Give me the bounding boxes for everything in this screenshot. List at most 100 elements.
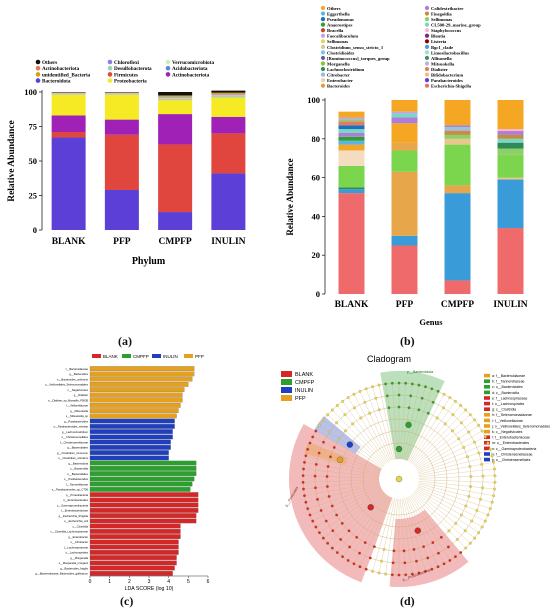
lda-bar-label: o__Bacteroidales	[67, 472, 88, 476]
legend-marker	[108, 60, 113, 65]
tree-node	[467, 431, 470, 434]
taxa-legend-swatch	[484, 458, 490, 462]
y-axis-label: Relative Abundance	[7, 120, 17, 202]
bar-segment	[158, 92, 192, 95]
tree-node	[318, 424, 321, 427]
bar-segment	[445, 125, 471, 127]
taxa-legend-label: a: f__Bacteroidaceae	[492, 374, 525, 378]
tree-node	[302, 488, 305, 491]
taxa-legend-swatch	[484, 385, 490, 389]
bar-segment	[445, 100, 471, 125]
taxa-legend-swatch	[484, 396, 490, 400]
x-tick-label: CMPFP	[159, 237, 192, 247]
bar-segment	[52, 138, 86, 230]
taxa-legend-label: c: o__Bacteroidales	[492, 385, 523, 389]
lda-bar-label: f__Lachnospiraceae	[64, 545, 89, 549]
x-tick-label: BLANK	[335, 300, 369, 310]
tree-node	[440, 536, 443, 539]
x-tick-label: INULIN	[211, 237, 245, 247]
bar-segment	[158, 212, 192, 230]
legend-marker	[425, 39, 429, 43]
legend-marker	[36, 60, 41, 65]
tree-node	[344, 430, 347, 433]
y-axis-label: Relative Abundance	[285, 158, 295, 235]
legend-label: CL500-29_marine_group	[431, 23, 481, 28]
tree-node	[464, 505, 467, 508]
legend-label: Verrucomicrobiota	[172, 60, 214, 66]
lda-bar	[90, 503, 198, 507]
tree-node	[373, 545, 376, 548]
legend-marker	[36, 78, 41, 83]
lda-bar	[90, 419, 175, 423]
tree-node	[398, 574, 401, 577]
lda-bar-label: g__Bacteroidaceae_Bacteroides_gallinarum	[35, 572, 89, 576]
x-tick-label: INULIN	[493, 300, 527, 310]
tree-node	[437, 565, 440, 568]
legend-label: Bacteroidota	[42, 79, 71, 85]
lda-bar-label: g__Escherichia_Shigella	[59, 514, 89, 518]
tree-node	[403, 550, 406, 553]
tree-node	[452, 413, 455, 416]
legend-label: Eggerthella	[327, 11, 350, 16]
lda-bar-label: s__Dialister_sp_Marseille_P5638	[48, 398, 88, 402]
lda-bar	[90, 456, 169, 460]
legend-marker	[425, 28, 429, 32]
tree-node	[353, 562, 356, 565]
bar-segment	[339, 119, 365, 121]
tree-node	[481, 486, 484, 489]
legend-label: Morganella	[327, 61, 350, 66]
tree-node	[314, 475, 317, 478]
lda-bar-label: g__Morganella	[70, 556, 88, 560]
tree-node	[449, 396, 452, 399]
tree-node	[484, 436, 487, 439]
tree-node	[469, 542, 472, 545]
tree-node	[406, 422, 412, 428]
bar-segment	[339, 166, 365, 187]
lda-bar	[90, 529, 180, 533]
tree-node	[360, 417, 363, 420]
bar-segment	[158, 100, 192, 114]
tree-node	[315, 430, 318, 433]
lda-bar-label: g__Bacteroidales	[67, 446, 88, 450]
bar-segment	[445, 185, 471, 193]
tree-node	[479, 498, 482, 501]
legend-label: [Ruminococcus]_torques_group	[327, 56, 390, 61]
legend-marker	[425, 67, 429, 71]
tree-node	[365, 387, 368, 390]
legend-label: Bifidobacterium	[431, 73, 463, 78]
taxa-legend-label: i: f__Veillonellaceae	[492, 419, 523, 423]
tree-node	[309, 514, 312, 517]
tree-node	[335, 421, 338, 424]
legend-marker	[425, 34, 429, 38]
lda-bar-label: s__Citrobacter	[71, 540, 89, 544]
tree-node	[348, 546, 351, 549]
tree-node	[398, 394, 401, 397]
lda-bar	[90, 450, 169, 454]
legend-swatch	[281, 387, 292, 393]
bar-segment	[498, 178, 524, 180]
lda-bar	[90, 398, 182, 402]
y-tick-label: 75	[29, 122, 38, 132]
legend-label: Lachnoclostridium	[327, 67, 364, 72]
tree-node	[355, 536, 358, 539]
legend-label: PFP	[295, 396, 306, 402]
bar-segment	[158, 98, 192, 99]
legend-label: Proteobacteria	[114, 79, 147, 85]
tree-node	[493, 468, 496, 471]
tree-node	[326, 542, 329, 545]
legend-label: Limosilactobacillus	[431, 50, 469, 55]
tree-node	[391, 382, 394, 385]
tree-node	[318, 531, 321, 534]
x-tick-label: PFP	[396, 300, 414, 310]
legend-label: INULIN	[295, 388, 313, 394]
tree-node	[478, 452, 481, 455]
tree-node	[464, 529, 467, 532]
tree-node	[398, 382, 401, 385]
lda-bar	[90, 387, 184, 391]
legend-label: Bgc1_clade	[431, 45, 453, 50]
legend-marker	[425, 78, 429, 82]
tree-node	[404, 382, 407, 385]
tree-node	[442, 406, 445, 409]
tree-node	[404, 561, 407, 564]
